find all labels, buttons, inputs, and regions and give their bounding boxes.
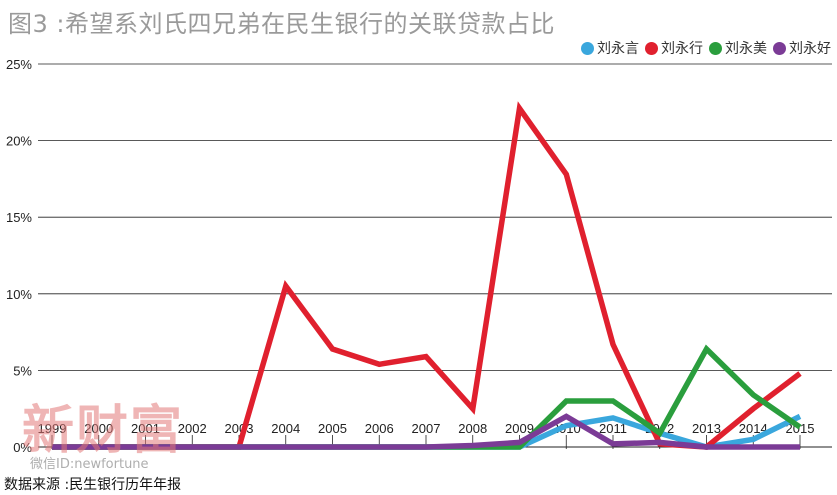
- x-tick-label: 2003: [225, 421, 254, 436]
- y-tick-label: 15%: [6, 210, 32, 225]
- y-tick-label: 0%: [13, 440, 32, 455]
- legend-label: 刘永言: [597, 41, 639, 57]
- y-tick-label: 5%: [13, 363, 32, 378]
- x-tick-label: 2008: [458, 421, 487, 436]
- legend-swatch-icon: [709, 41, 722, 55]
- legend-swatch-icon: [773, 41, 786, 55]
- x-tick-label: 2014: [739, 421, 768, 436]
- legend-item: 刘永好: [773, 38, 831, 58]
- legend: 刘永言 刘永行 刘永美 刘永好: [581, 38, 831, 58]
- x-tick-label: 2002: [178, 421, 207, 436]
- source-note: 数据来源 :民生银行历年年报: [4, 477, 182, 493]
- x-tick-label: 2011: [599, 421, 627, 436]
- y-tick-label: 25%: [6, 57, 32, 72]
- chart-title: 图3 :希望系刘氏四兄弟在民生银行的关联贷款占比: [8, 10, 555, 38]
- legend-item: 刘永行: [645, 38, 703, 58]
- watermark-id: 微信ID:newfortune: [30, 457, 149, 472]
- x-tick-label: 2005: [318, 421, 347, 436]
- legend-swatch-icon: [645, 41, 658, 55]
- legend-label: 刘永行: [661, 41, 703, 57]
- y-tick-label: 10%: [6, 287, 32, 302]
- x-tick-label: 2001: [131, 421, 160, 436]
- series-line-4: [52, 413, 800, 450]
- legend-item: 刘永美: [709, 38, 767, 58]
- x-tick-label: 2013: [692, 421, 721, 436]
- legend-label: 刘永美: [725, 41, 767, 57]
- y-tick-label: 20%: [6, 134, 32, 149]
- legend-item: 刘永言: [581, 38, 639, 58]
- x-tick-label: 2004: [271, 421, 300, 436]
- x-tick-label: 2009: [505, 421, 534, 436]
- x-tick-label: 2006: [365, 421, 394, 436]
- watermark-logo: 新财富: [22, 400, 185, 461]
- x-tick-label: 2000: [84, 421, 113, 436]
- x-tick-label: 2007: [412, 421, 441, 436]
- legend-swatch-icon: [581, 41, 594, 55]
- x-tick-label: 1999: [38, 421, 67, 436]
- legend-label: 刘永好: [789, 41, 831, 57]
